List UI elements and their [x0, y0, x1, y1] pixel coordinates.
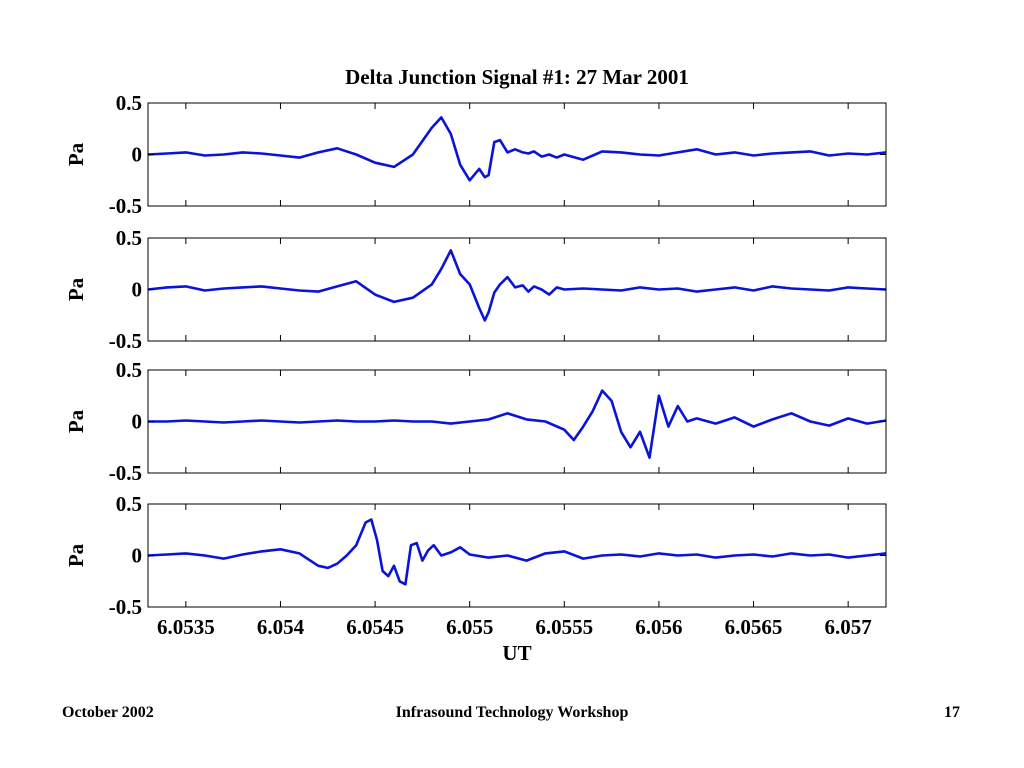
x-tick-label: 6.0565 [725, 615, 783, 639]
series-line-panel-3 [148, 389, 887, 459]
y-axis-label: Pa [64, 277, 88, 301]
series-line-panel-1 [147, 116, 887, 182]
y-tick-label: 0.5 [116, 358, 142, 382]
y-tick-label: 0.5 [116, 226, 142, 250]
y-axis-label: Pa [64, 543, 88, 567]
y-tick-label: 0 [132, 410, 143, 434]
x-tick-label: 6.054 [257, 615, 305, 639]
y-tick-label: 0 [132, 544, 143, 568]
x-tick-label: 6.055 [446, 615, 493, 639]
y-axis-label: Pa [64, 409, 88, 433]
footer-date: October 2002 [62, 704, 154, 721]
y-axis-label: Pa [64, 142, 88, 166]
series-line-panel-2 [147, 249, 887, 322]
y-tick-label: 0.5 [116, 492, 142, 516]
x-tick-label: 6.056 [635, 615, 682, 639]
x-tick-label: 6.0555 [535, 615, 593, 639]
y-tick-label: 0 [132, 278, 143, 302]
y-tick-label: -0.5 [109, 461, 142, 485]
x-tick-label: 6.0535 [157, 615, 215, 639]
y-tick-label: -0.5 [109, 194, 142, 218]
series-line-panel-4 [147, 518, 887, 586]
x-tick-label: 6.057 [825, 615, 872, 639]
slide-footer: October 2002 Infrasound Technology Works… [0, 704, 1024, 734]
axes-frame-panel-2 [147, 237, 887, 342]
y-tick-label: -0.5 [109, 595, 142, 619]
x-axis-label: UT [502, 641, 531, 665]
y-tick-label: 0.5 [116, 91, 142, 115]
footer-page-number: 17 [944, 704, 960, 721]
y-tick-label: -0.5 [109, 329, 142, 353]
x-tick-label: 6.0545 [346, 615, 404, 639]
footer-event: Infrasound Technology Workshop [395, 704, 629, 721]
y-tick-label: 0 [132, 143, 143, 167]
chart-title: Delta Junction Signal #1: 27 Mar 2001 [345, 65, 689, 89]
